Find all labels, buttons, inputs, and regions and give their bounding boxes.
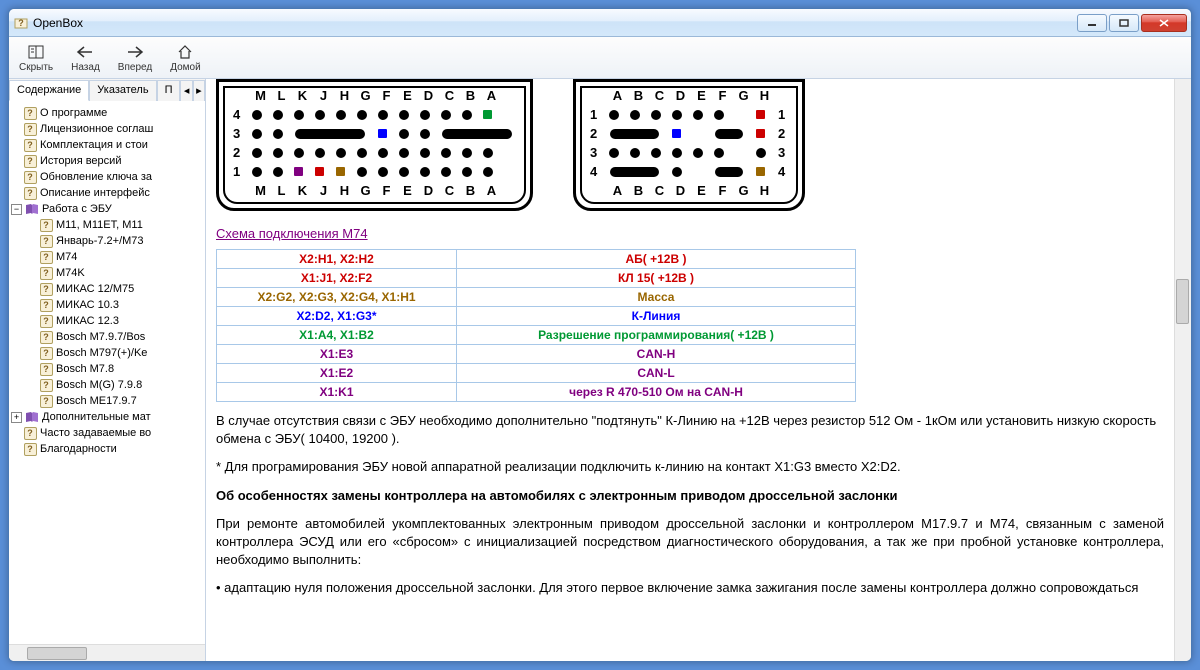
table-row: X1:K1через R 470-510 Ом на CAN-H: [217, 383, 856, 402]
titlebar[interactable]: ? OpenBox: [9, 9, 1191, 37]
sidebar-tabs: Содержание Указатель П ◂ ▸: [9, 79, 205, 101]
tree-item[interactable]: ?МИКАС 10.3: [11, 297, 203, 313]
table-row: X2:H1, X2:H2АБ( +12В ): [217, 250, 856, 269]
help-icon: ?: [23, 426, 37, 440]
tab-nav-right[interactable]: ▸: [193, 80, 205, 101]
help-icon: ?: [39, 218, 53, 232]
collapse-icon[interactable]: −: [11, 204, 22, 215]
help-icon: ?: [23, 154, 37, 168]
help-icon: ?: [39, 314, 53, 328]
help-icon: ?: [39, 378, 53, 392]
back-button[interactable]: Назад: [67, 41, 104, 75]
paragraph: В случае отсутствия связи с ЭБУ необходи…: [216, 412, 1164, 448]
table-row: X2:G2, X2:G3, X2:G4, X1:H1Масса: [217, 288, 856, 307]
home-button[interactable]: Домой: [166, 41, 204, 75]
book-icon: [25, 202, 39, 216]
tree-item[interactable]: ?О программе: [11, 105, 203, 121]
help-icon: ?: [39, 282, 53, 296]
help-icon: ?: [39, 394, 53, 408]
paragraph: При ремонте автомобилей укомплектованных…: [216, 515, 1164, 570]
help-icon: ?: [39, 234, 53, 248]
app-window: ? OpenBox Скрыть Назад Вперед Домой: [8, 8, 1192, 662]
connector-x2: ABCDEFGH11223344ABCDEFGH: [573, 79, 805, 211]
tree-item[interactable]: ?Bosch M7.9.7/Bos: [11, 329, 203, 345]
tree-item[interactable]: ?M74: [11, 249, 203, 265]
sidebar: Содержание Указатель П ◂ ▸ ?О программе?…: [9, 79, 206, 661]
content-v-scrollbar[interactable]: [1174, 79, 1191, 661]
tree-item[interactable]: ?Обновление ключа за: [11, 169, 203, 185]
help-icon: ?: [23, 138, 37, 152]
tree-item[interactable]: ?Январь-7.2+/M73: [11, 233, 203, 249]
tree-item[interactable]: ?Bosch ME17.9.7: [11, 393, 203, 409]
tree-group-ecu[interactable]: −Работа с ЭБУ: [11, 201, 203, 217]
tree-item[interactable]: ?Благодарности: [11, 441, 203, 457]
bullet: • адаптацию нуля положения дроссельной з…: [216, 579, 1164, 597]
help-icon: ?: [39, 298, 53, 312]
window-title: OpenBox: [33, 16, 1077, 30]
tree-item[interactable]: ?Описание интерфейс: [11, 185, 203, 201]
tree-item[interactable]: ?МИКАС 12.3: [11, 313, 203, 329]
help-icon: ?: [39, 266, 53, 280]
tree-item[interactable]: ?Bosch M(G) 7.9.8: [11, 377, 203, 393]
table-row: X2:D2, X1:G3*К-Линия: [217, 307, 856, 326]
help-icon: ?: [23, 186, 37, 200]
maximize-button[interactable]: [1109, 14, 1139, 32]
table-row: X1:E3CAN-H: [217, 345, 856, 364]
table-row: X1:J1, X2:F2КЛ 15( +12В ): [217, 269, 856, 288]
hide-icon: [26, 43, 46, 61]
tree-item[interactable]: ?M74K: [11, 265, 203, 281]
table-row: X1:E2CAN-L: [217, 364, 856, 383]
svg-text:?: ?: [18, 18, 24, 28]
hide-button[interactable]: Скрыть: [15, 41, 57, 75]
tab-search[interactable]: П: [157, 80, 181, 101]
help-icon: ?: [39, 346, 53, 360]
help-icon: ?: [23, 170, 37, 184]
back-icon: [75, 43, 95, 61]
tree-item[interactable]: ?Часто задаваемые во: [11, 425, 203, 441]
app-icon: ?: [13, 15, 29, 31]
window-controls: [1077, 14, 1187, 32]
tab-content[interactable]: Содержание: [9, 80, 89, 101]
forward-icon: [125, 43, 145, 61]
tree-item[interactable]: ?M11, M11ET, M11: [11, 217, 203, 233]
tree-group-extra[interactable]: +Дополнительные мат: [11, 409, 203, 425]
help-icon: ?: [23, 122, 37, 136]
tree[interactable]: ?О программе?Лицензионное соглаш?Комплек…: [9, 101, 205, 644]
connector-diagrams: MLKJHGFEDCBA4321MLKJHGFEDCBA ABCDEFGH1122…: [216, 79, 1164, 211]
sidebar-h-scrollbar[interactable]: [9, 644, 205, 661]
body-area: Содержание Указатель П ◂ ▸ ?О программе?…: [9, 79, 1191, 661]
heading: Об особенностях замены контроллера на ав…: [216, 487, 1164, 505]
close-button[interactable]: [1141, 14, 1187, 32]
tree-item[interactable]: ?Bosch M7.8: [11, 361, 203, 377]
tab-index[interactable]: Указатель: [89, 80, 156, 101]
tree-item[interactable]: ?Комплектация и стои: [11, 137, 203, 153]
help-icon: ?: [23, 442, 37, 456]
minimize-button[interactable]: [1077, 14, 1107, 32]
help-icon: ?: [39, 362, 53, 376]
tree-item[interactable]: ?Лицензионное соглаш: [11, 121, 203, 137]
connector-x1: MLKJHGFEDCBA4321MLKJHGFEDCBA: [216, 79, 533, 211]
tree-item[interactable]: ?История версий: [11, 153, 203, 169]
paragraph: * Для програмирования ЭБУ новой аппаратн…: [216, 458, 1164, 476]
forward-button[interactable]: Вперед: [114, 41, 156, 75]
tree-item[interactable]: ?Bosch M797(+)/Ke: [11, 345, 203, 361]
help-icon: ?: [39, 330, 53, 344]
content-pane[interactable]: MLKJHGFEDCBA4321MLKJHGFEDCBA ABCDEFGH1122…: [206, 79, 1174, 661]
toolbar: Скрыть Назад Вперед Домой: [9, 37, 1191, 79]
pin-table: X2:H1, X2:H2АБ( +12В )X1:J1, X2:F2КЛ 15(…: [216, 249, 856, 402]
schema-link[interactable]: Схема подключения M74: [216, 226, 1164, 241]
help-icon: ?: [39, 250, 53, 264]
tree-item[interactable]: ?МИКАС 12/M75: [11, 281, 203, 297]
tab-nav-left[interactable]: ◂: [180, 80, 192, 101]
expand-icon[interactable]: +: [11, 412, 22, 423]
table-row: X1:A4, X1:B2Разрешение программирования(…: [217, 326, 856, 345]
book-icon: [25, 410, 39, 424]
help-icon: ?: [23, 106, 37, 120]
home-icon: [175, 43, 195, 61]
